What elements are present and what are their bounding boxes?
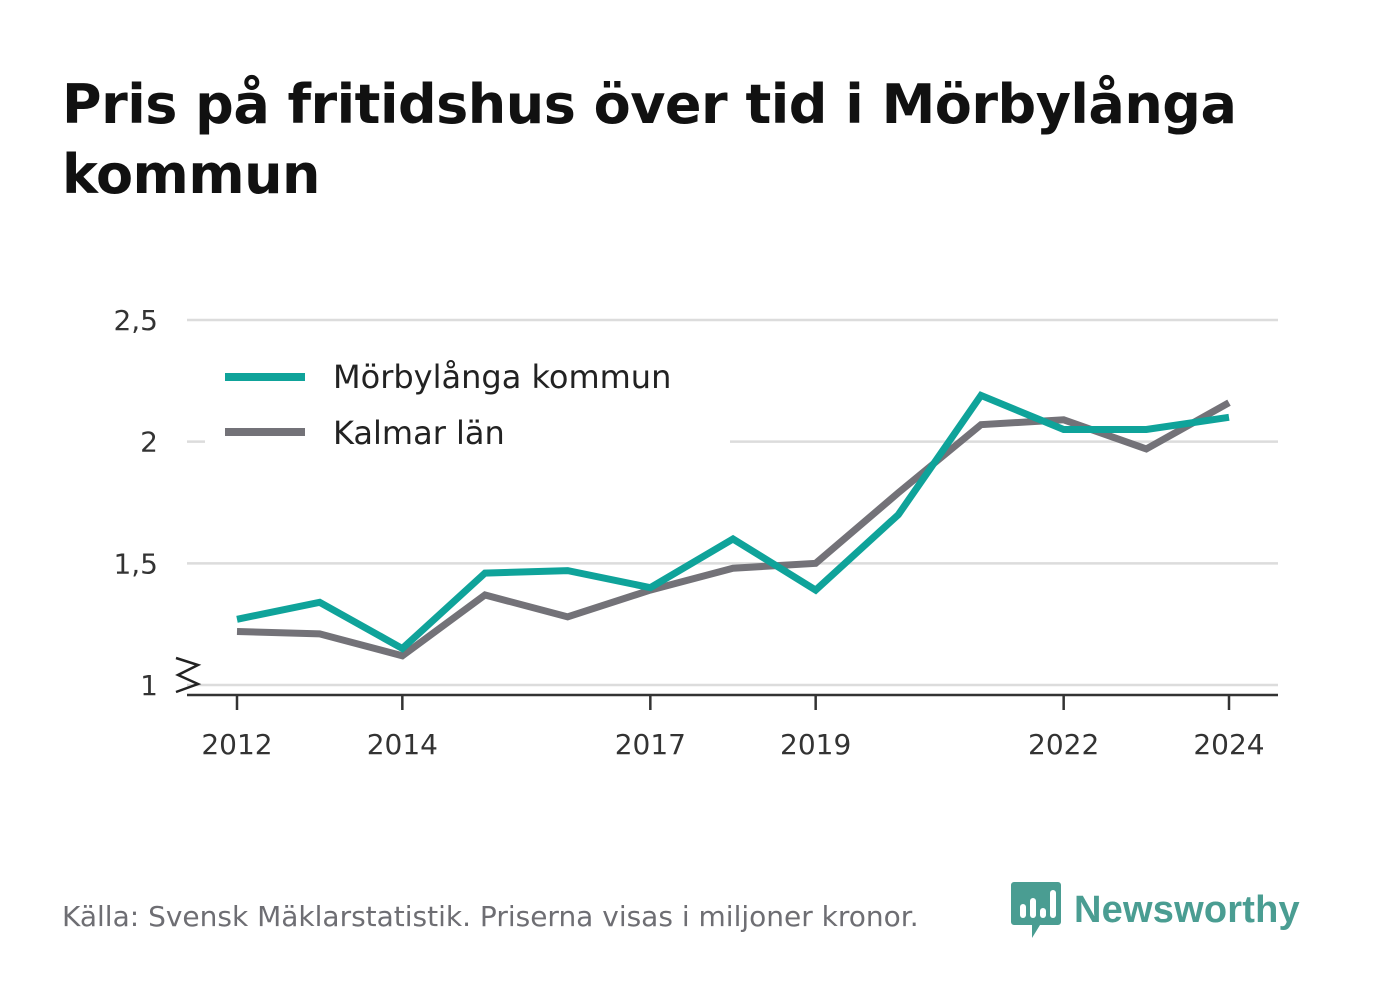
legend-label-morbylanga: Mörbylånga kommun	[333, 358, 671, 396]
x-axis-ticks: 2012 2014 2017 2019 2022 2024	[201, 695, 1265, 761]
series-line-morbylanga	[236, 391, 1230, 653]
legend-item-morbylanga: Mörbylånga kommun	[225, 358, 671, 396]
page-title: Pris på fritidshus över tid i Mörbylånga…	[62, 73, 1237, 206]
y-tick-label: 2	[140, 426, 158, 459]
series-layer	[236, 391, 1231, 660]
x-tick-label: 2017	[615, 728, 686, 761]
y-tick-label: 1,5	[113, 547, 158, 580]
legend-background	[205, 345, 730, 475]
legend-label-kalmar: Kalmar län	[333, 414, 505, 452]
x-tick-label: 2019	[780, 728, 851, 761]
y-axis-break-icon	[175, 656, 202, 694]
x-tick-label: 2024	[1193, 728, 1264, 761]
x-tick-label: 2012	[201, 728, 272, 761]
newsworthy-logo-icon	[1011, 882, 1061, 938]
y-tick-label: 2,5	[113, 304, 158, 337]
series-line-kalmar	[236, 399, 1231, 660]
x-tick-label: 2014	[367, 728, 438, 761]
source-note: Källa: Svensk Mäklarstatistik. Priserna …	[62, 900, 919, 933]
brand-name: Newsworthy	[1074, 888, 1300, 931]
legend: Mörbylånga kommun Kalmar län	[225, 358, 671, 452]
y-axis-ticks: 1 1,5 2 2,5	[113, 304, 158, 702]
y-tick-label: 1	[140, 669, 158, 702]
legend-item-kalmar: Kalmar län	[225, 414, 505, 452]
x-tick-label: 2022	[1028, 728, 1099, 761]
grid-layer	[187, 318, 1278, 687]
brand: Newsworthy	[1010, 878, 1300, 942]
